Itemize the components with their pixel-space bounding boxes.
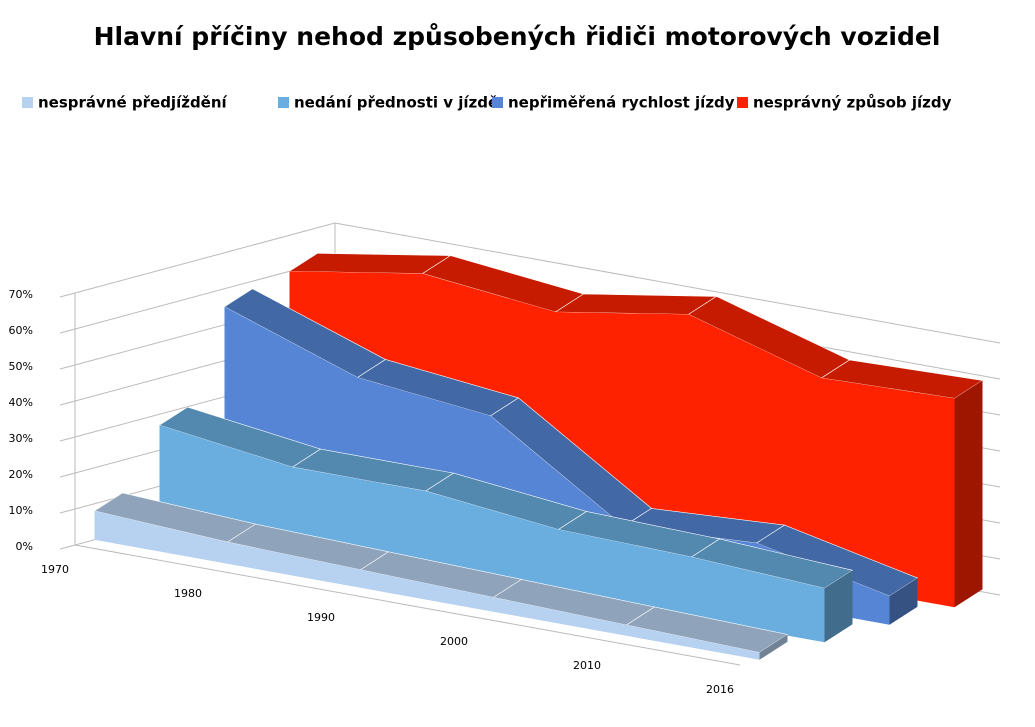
axis-line bbox=[74, 544, 741, 666]
legend-swatch bbox=[22, 97, 33, 108]
y-tick-label: 10% bbox=[9, 504, 33, 517]
legend-label: nepřiměřená rychlost jízdy bbox=[508, 94, 735, 112]
legend-swatch bbox=[278, 97, 289, 108]
y-tick-label: 20% bbox=[9, 468, 33, 481]
area-side bbox=[889, 578, 918, 625]
area bbox=[159, 425, 825, 643]
x-tick-label: 1980 bbox=[174, 587, 202, 600]
legend-swatch bbox=[737, 97, 748, 108]
area-top bbox=[554, 293, 718, 315]
y-tick-label: 0% bbox=[16, 540, 33, 553]
grid-line bbox=[59, 222, 1001, 344]
y-tick-label: 30% bbox=[9, 432, 33, 445]
legend-label: nesprávný způsob jízdy bbox=[753, 94, 952, 112]
area-top bbox=[288, 252, 452, 274]
x-tick-label: 1990 bbox=[307, 611, 335, 624]
area-side bbox=[759, 634, 788, 660]
x-tick-label: 1970 bbox=[41, 563, 69, 576]
y-tick-label: 60% bbox=[9, 324, 33, 337]
area bbox=[289, 271, 955, 608]
legend-swatch bbox=[492, 97, 503, 108]
legend-label: nedání přednosti v jízdě bbox=[294, 94, 498, 112]
chart-title: Hlavní příčiny nehod způsobených řidiči … bbox=[94, 22, 941, 51]
legend-label: nesprávné předjíždění bbox=[38, 94, 228, 112]
area-side bbox=[954, 380, 983, 608]
area bbox=[94, 510, 760, 660]
y-tick-label: 70% bbox=[9, 288, 33, 301]
y-tick-label: 50% bbox=[9, 360, 33, 373]
y-tick-label: 40% bbox=[9, 396, 33, 409]
area-side bbox=[824, 570, 853, 643]
x-tick-label: 2010 bbox=[573, 659, 601, 672]
x-tick-label: 2000 bbox=[440, 635, 468, 648]
x-tick-label: 2016 bbox=[706, 683, 734, 696]
